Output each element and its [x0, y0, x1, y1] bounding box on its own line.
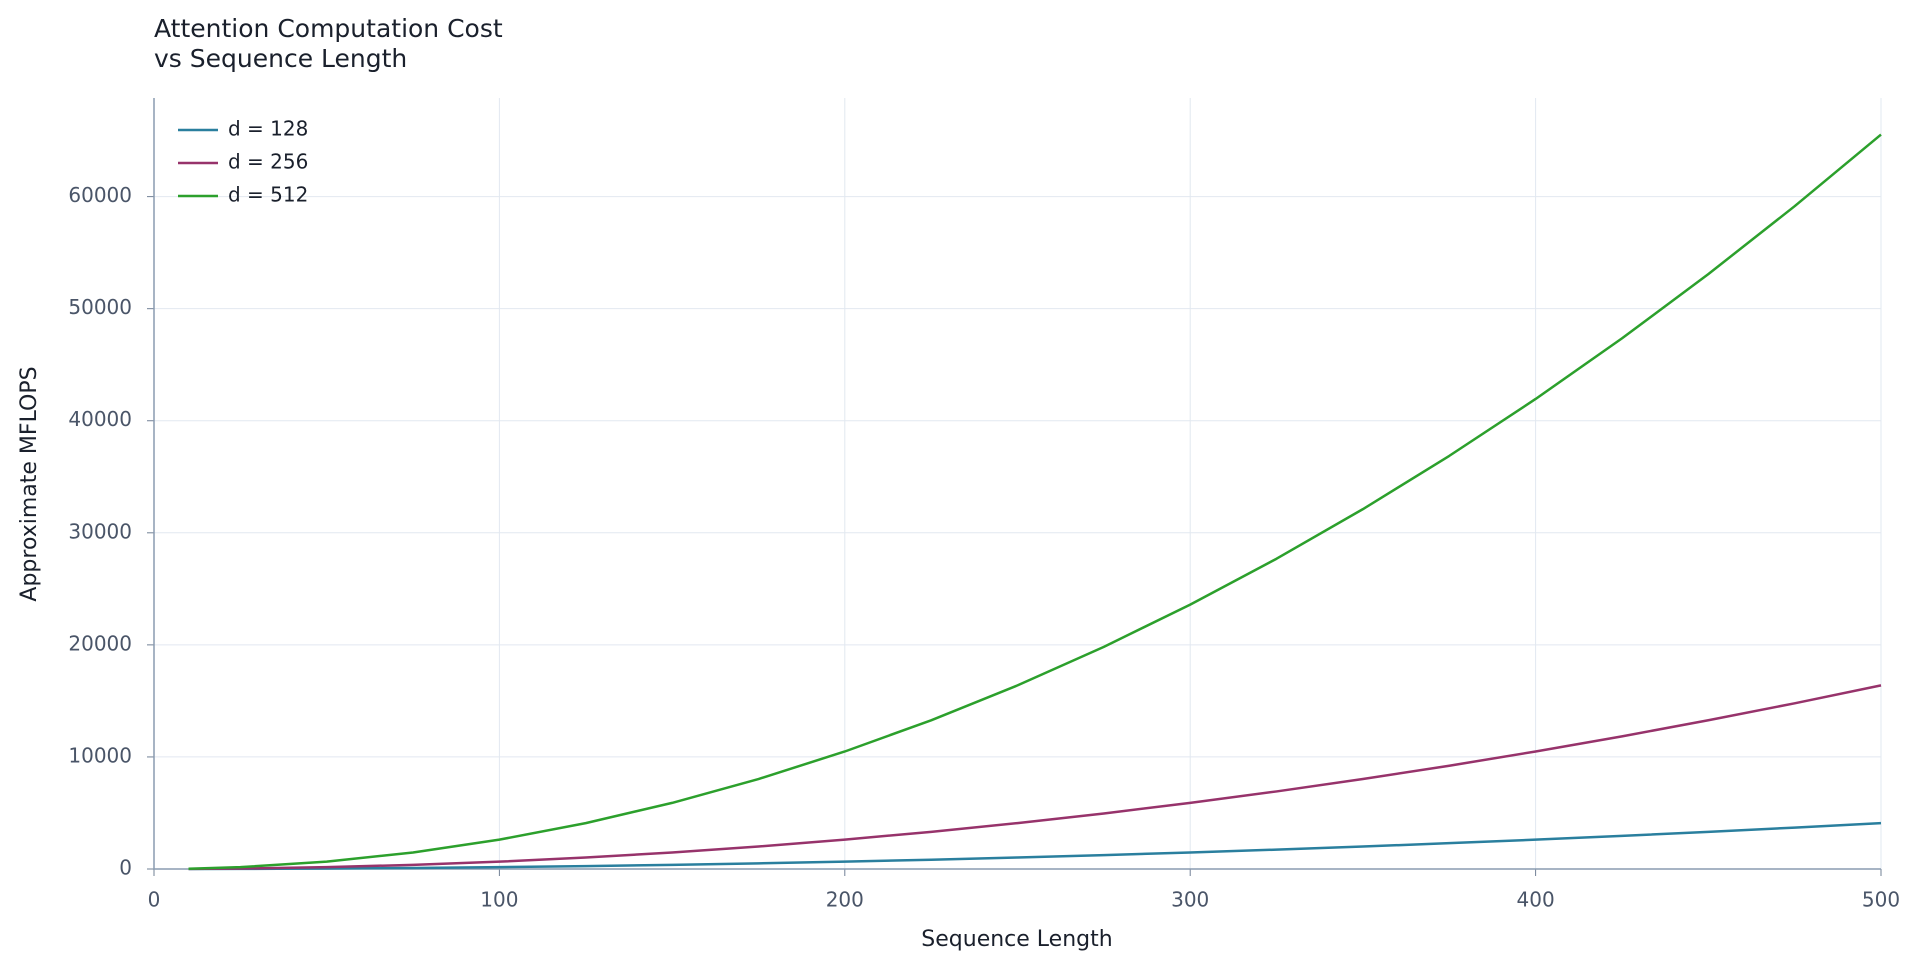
x-tick-label: 200 [826, 888, 864, 912]
y-tick-label: 10000 [68, 743, 132, 767]
line-series [188, 821, 1882, 871]
x-tick-label: 100 [480, 888, 518, 912]
legend-label: d = 128 [228, 117, 308, 141]
x-tick-label: 500 [1862, 888, 1900, 912]
line-series [188, 133, 1882, 870]
x-tick-label: 400 [1517, 888, 1555, 912]
y-tick-label: 50000 [68, 295, 132, 319]
chart-title: vs Sequence Length [154, 44, 407, 73]
chart-title: Attention Computation Cost [154, 14, 503, 43]
legend-label: d = 512 [228, 183, 308, 207]
y-tick-label: 60000 [68, 183, 132, 207]
x-axis-label: Sequence Length [921, 927, 1112, 952]
y-tick-label: 20000 [68, 631, 132, 655]
x-tick-label: 0 [148, 888, 161, 912]
legend-label: d = 256 [228, 150, 308, 174]
x-tick-label: 300 [1171, 888, 1209, 912]
y-tick-label: 0 [119, 856, 132, 880]
line-series [188, 684, 1882, 871]
y-tick-label: 30000 [68, 519, 132, 543]
y-tick-label: 40000 [68, 407, 132, 431]
y-axis-label: Approximate MFLOPS [17, 366, 42, 601]
